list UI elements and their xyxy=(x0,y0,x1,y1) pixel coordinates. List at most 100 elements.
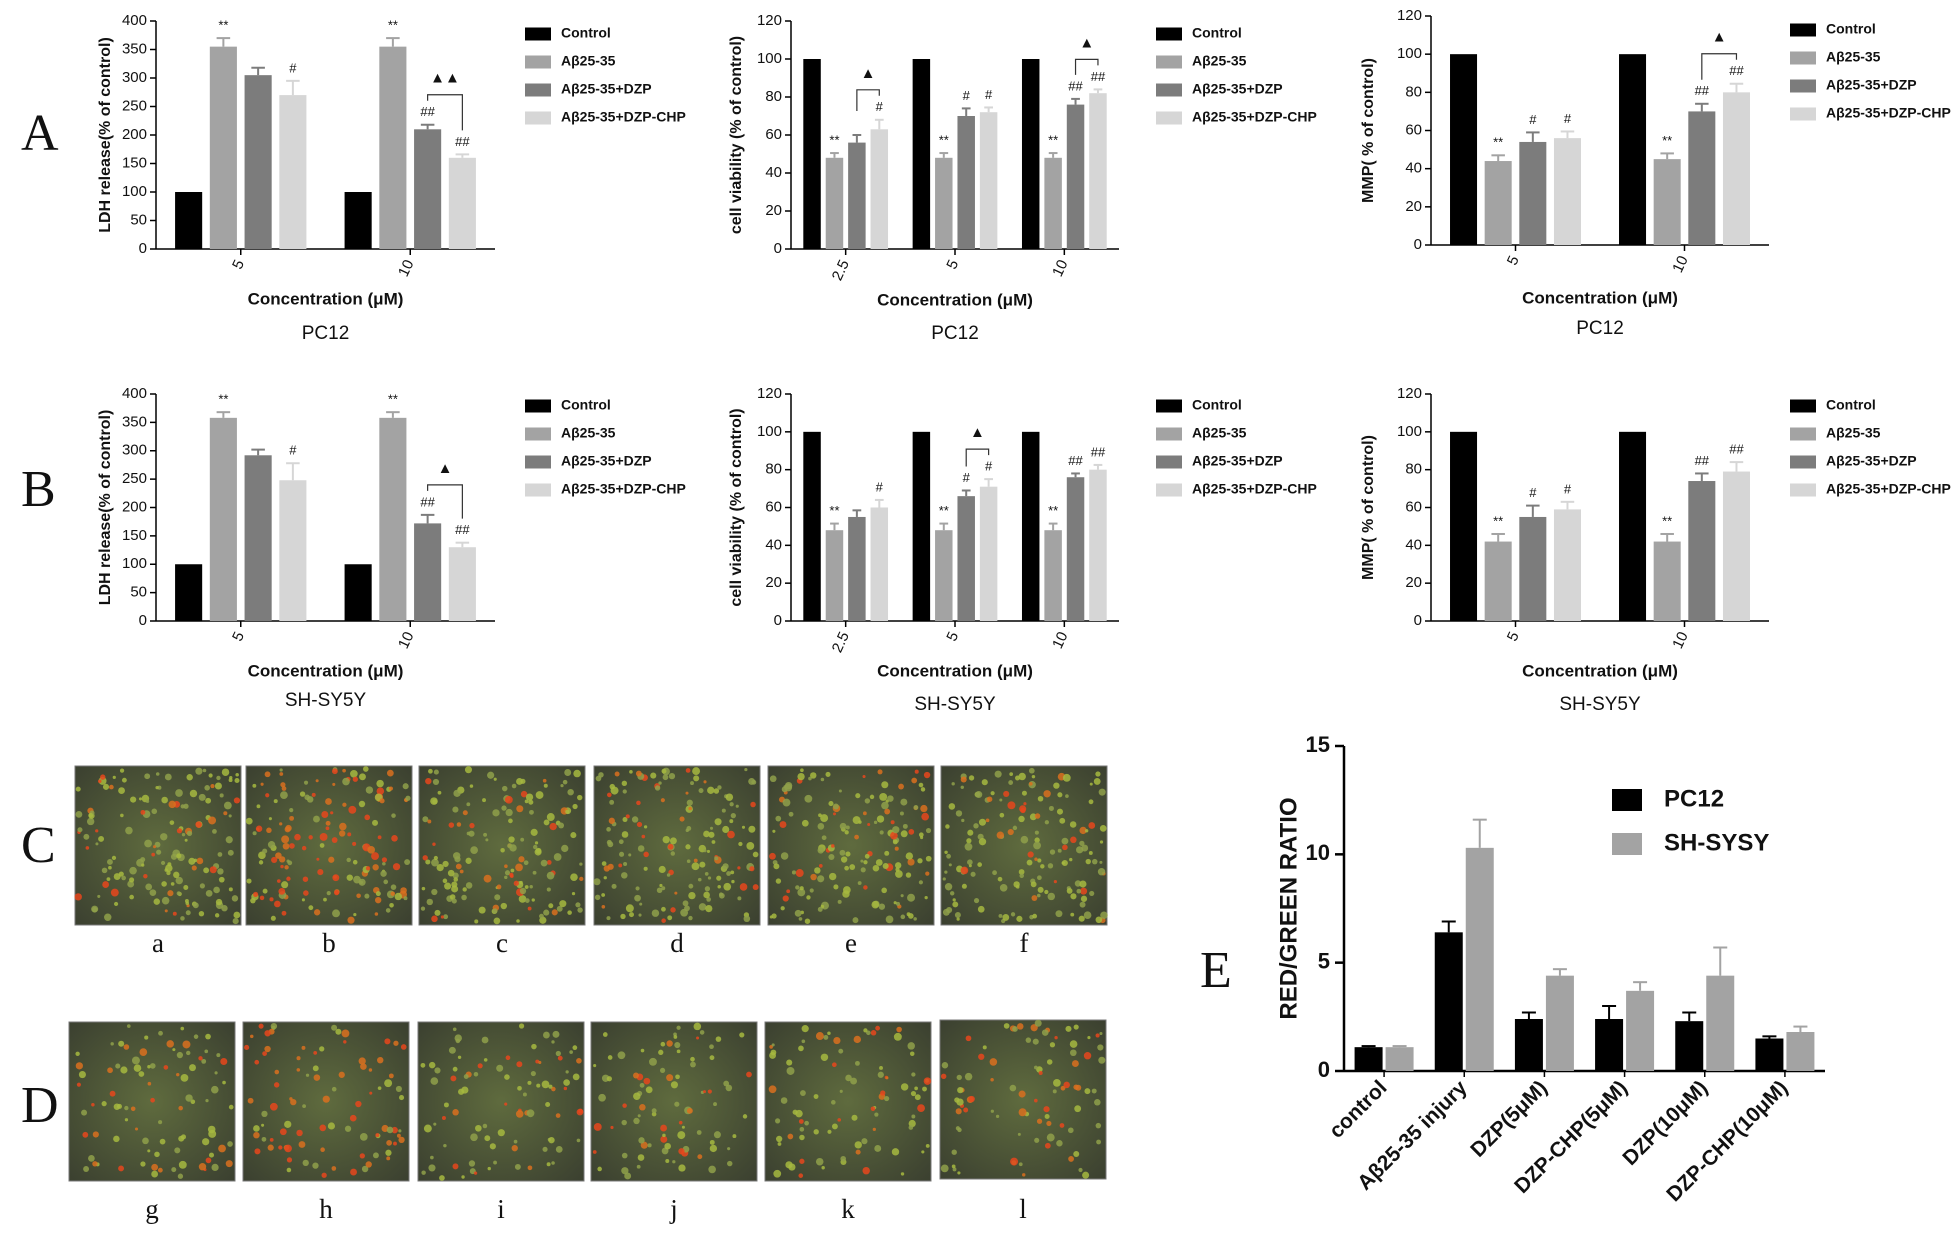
cell-dot xyxy=(118,1165,124,1172)
cell-dot xyxy=(95,829,99,833)
cell-dot xyxy=(643,825,648,829)
cell-dot xyxy=(250,897,256,904)
cell-dot xyxy=(111,855,117,861)
cell-dot xyxy=(442,878,448,884)
bar xyxy=(1021,431,1040,621)
cell-dot xyxy=(559,900,567,908)
y-axis-title: MMP( % of control) xyxy=(1360,435,1377,580)
cell-dot xyxy=(572,1073,580,1081)
cell-dot xyxy=(510,868,515,873)
cell-dot xyxy=(925,827,932,834)
cell-dot xyxy=(436,863,444,872)
cell-dot xyxy=(313,1074,321,1081)
cell-dot xyxy=(232,918,239,925)
y-tick-label: 100 xyxy=(757,423,782,440)
cell-dot xyxy=(546,871,555,880)
cell-dot xyxy=(113,1135,120,1143)
cell-dot xyxy=(1022,1173,1026,1177)
cell-dot xyxy=(433,855,438,861)
y-tick-label: 5 xyxy=(1318,948,1330,973)
cell-dot xyxy=(678,1120,683,1125)
cell-dot xyxy=(964,1072,973,1081)
legend-label: Aβ25-35+DZP-CHP xyxy=(1192,109,1317,125)
cell-dot xyxy=(1057,792,1063,798)
cell-dot xyxy=(434,909,441,916)
cell-dot xyxy=(180,1074,189,1082)
cell-dot xyxy=(119,768,125,773)
cell-dot xyxy=(874,1145,882,1152)
y-tick-label: 20 xyxy=(1405,198,1422,215)
cell-dot xyxy=(707,786,715,794)
cell-dot xyxy=(664,1142,671,1150)
cell-dot xyxy=(505,808,513,817)
x-tick-label: 10 xyxy=(1049,629,1071,651)
cell-dot xyxy=(543,819,550,826)
cell-dot xyxy=(634,894,641,902)
y-tick-label: 0 xyxy=(139,240,147,257)
cell-dot xyxy=(420,1062,426,1068)
cell-dot xyxy=(452,1163,459,1170)
y-tick-label: 350 xyxy=(122,413,147,430)
cell-dot xyxy=(166,870,171,876)
cell-dot xyxy=(1044,1142,1051,1149)
cell-dot xyxy=(1061,837,1069,845)
legend-swatch xyxy=(1790,23,1816,37)
cell-dot xyxy=(518,856,525,863)
significance-mark: ## xyxy=(1068,78,1083,93)
cell-dot xyxy=(704,872,709,876)
cell-dot xyxy=(911,1072,916,1077)
cell-dot xyxy=(1080,895,1088,902)
cell-dot xyxy=(465,857,472,864)
cell-dot xyxy=(562,779,568,785)
cell-dot xyxy=(659,1067,666,1074)
cell-dot xyxy=(877,769,883,775)
significance-mark: ** xyxy=(388,18,398,33)
cell-dot xyxy=(900,914,906,920)
significance-mark: # xyxy=(963,88,971,103)
cell-dot xyxy=(266,827,272,834)
cell-dot xyxy=(125,826,133,835)
cell-dot xyxy=(175,789,183,797)
cell-dot xyxy=(120,1066,128,1074)
cell-dot xyxy=(1034,857,1038,861)
image-label: f xyxy=(1020,928,1029,958)
cell-dot xyxy=(795,885,800,890)
cell-dot xyxy=(860,867,866,873)
cell-dot xyxy=(516,805,524,813)
cell-dot xyxy=(1020,835,1029,844)
cell-dot xyxy=(443,1102,449,1108)
micrograph xyxy=(767,765,935,926)
cell-dot xyxy=(817,906,823,912)
cell-dot xyxy=(267,841,276,849)
cell-dot xyxy=(779,821,787,829)
cell-dot xyxy=(534,841,539,845)
micrograph xyxy=(590,1021,758,1182)
cell-dot xyxy=(692,767,701,776)
cell-dot xyxy=(737,866,741,870)
significance-mark: ** xyxy=(829,503,839,518)
cell-dot xyxy=(389,902,394,908)
cell-dot xyxy=(593,878,601,886)
cell-dot xyxy=(330,811,334,815)
cell-dot xyxy=(461,1086,469,1094)
cell-dot xyxy=(81,1109,88,1116)
cell-dot xyxy=(286,1167,292,1173)
cell-dot xyxy=(1098,1056,1106,1064)
cell-dot xyxy=(386,769,394,777)
cell-dot xyxy=(332,909,340,918)
cell-dot xyxy=(468,830,475,837)
cell-dot xyxy=(433,769,439,775)
cell-dot xyxy=(956,917,960,921)
cell-dot xyxy=(332,782,336,786)
bar xyxy=(1519,516,1547,621)
cell-dot xyxy=(1091,1088,1097,1094)
bar xyxy=(448,547,476,621)
cell-dot xyxy=(279,772,284,776)
y-tick-label: 300 xyxy=(122,69,147,86)
cell-dot xyxy=(452,1066,458,1072)
cell-dot xyxy=(891,1148,900,1156)
cell-dot xyxy=(717,884,721,889)
significance-mark: # xyxy=(1529,485,1537,500)
cell-dot xyxy=(633,1092,641,1100)
cell-dot xyxy=(799,1158,805,1164)
